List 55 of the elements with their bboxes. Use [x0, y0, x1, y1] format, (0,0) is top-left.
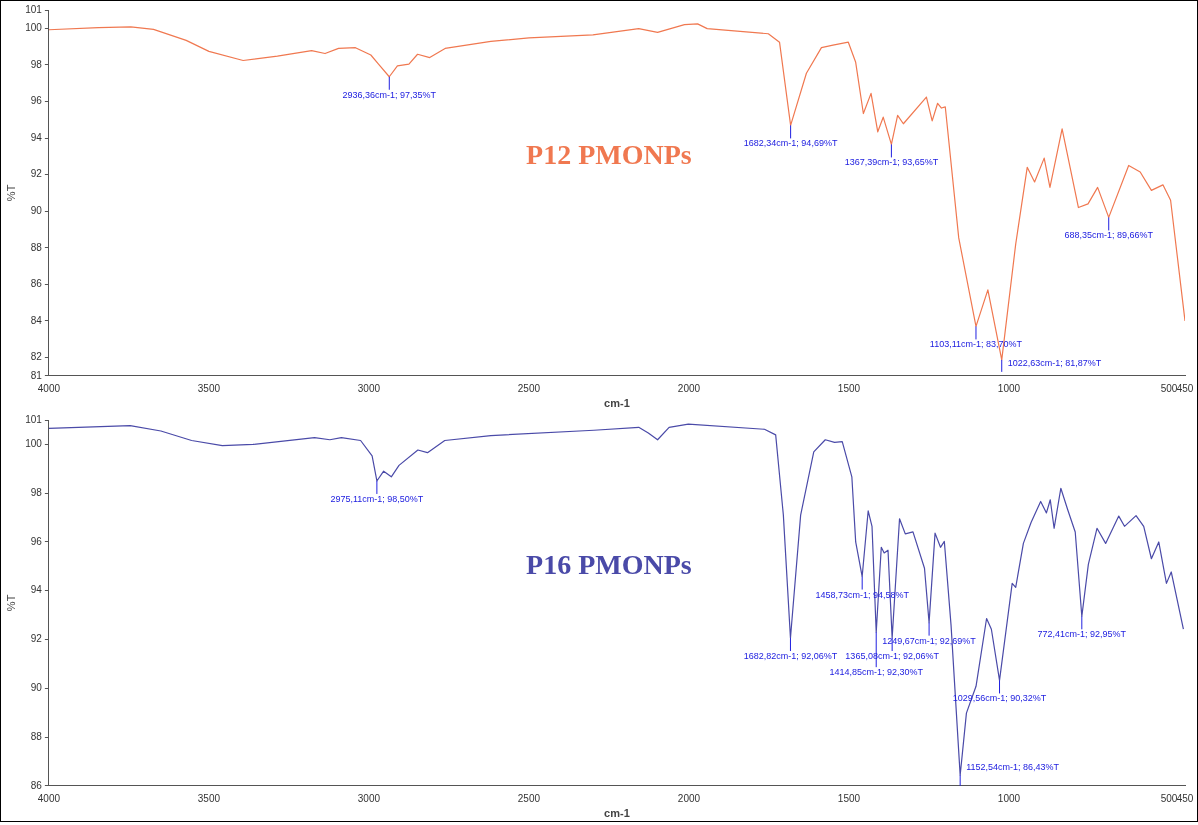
y-tick-label: 82 [30, 351, 43, 363]
x-tick-label: 500 [1160, 382, 1178, 394]
text: P12 PMONPs [526, 138, 692, 170]
y-tick-label: 101 [25, 413, 43, 425]
y-axis-title: %T [4, 594, 17, 612]
y-tick-label: 96 [30, 95, 43, 107]
y-tick-label: 101 [25, 3, 43, 15]
annotation: 2936,36cm-1; 97,35%T [342, 89, 437, 100]
x-tick-label: 1000 [997, 792, 1021, 804]
annotation: 1152,54cm-1; 86,43%T [966, 762, 1060, 773]
y-tick-label: 100 [25, 438, 43, 450]
y-tick-label: 98 [30, 486, 43, 498]
annotation: 1414,85cm-1; 92,30%T [829, 667, 924, 678]
annotation: 772,41cm-1; 92,95%T [1037, 629, 1127, 640]
y-tick-label: 81 [30, 369, 43, 381]
y-tick-label: 88 [30, 730, 43, 742]
x-tick-label: 4000 [37, 382, 61, 394]
x-axis-title: cm-1 [604, 397, 630, 410]
x-tick-label: 2000 [677, 382, 701, 394]
x-tick-label: 2500 [517, 792, 541, 804]
x-tick-label: 1500 [837, 382, 861, 394]
y-tick-label: 96 [30, 535, 43, 547]
y-tick-label: 90 [30, 682, 43, 693]
x-tick-label: 1000 [997, 382, 1021, 394]
annotation: 688,35cm-1; 89,66%T [1064, 230, 1154, 241]
x-tick-label: 1500 [837, 792, 861, 804]
x-tick-label: 3500 [197, 382, 221, 394]
y-tick-label: 98 [30, 58, 43, 70]
x-tick-label: 4000 [37, 792, 61, 804]
x-tick-label: 3000 [357, 792, 381, 804]
x-tick-label: 3500 [197, 792, 221, 804]
y-tick-label: 90 [30, 204, 43, 216]
y-tick-label: 94 [30, 131, 43, 143]
y-tick-label: 94 [30, 584, 43, 596]
y-tick-label: 88 [30, 241, 43, 253]
x-tick-label: 3000 [357, 382, 381, 394]
y-axis-title: %T [4, 184, 17, 202]
y-tick-label: 86 [30, 278, 43, 290]
annotation: 1022,63cm-1; 81,87%T [1007, 357, 1102, 368]
x-tick-label: 500 [1160, 792, 1178, 804]
annotation: 1682,82cm-1; 92,06%T [743, 651, 838, 661]
text: P16 PMONPs [526, 548, 692, 580]
x-axis-title: cm-1 [604, 807, 630, 820]
y-tick-label: 100 [25, 22, 43, 34]
annotation: 1367,39cm-1; 93,65%T [844, 157, 939, 168]
x-tick-label: 450 [1176, 792, 1194, 804]
annotation: 2975,11cm-1; 98,50%T [330, 493, 424, 504]
y-tick-label: 84 [30, 314, 43, 326]
x-tick-label: 2500 [517, 382, 541, 394]
y-tick-label: 92 [30, 168, 43, 180]
x-tick-label: 2000 [677, 792, 701, 804]
x-tick-label: 450 [1176, 382, 1194, 394]
annotation: 1682,34cm-1; 94,69%T [743, 138, 838, 149]
y-tick-label: 86 [30, 779, 43, 791]
y-tick-label: 92 [30, 633, 43, 645]
